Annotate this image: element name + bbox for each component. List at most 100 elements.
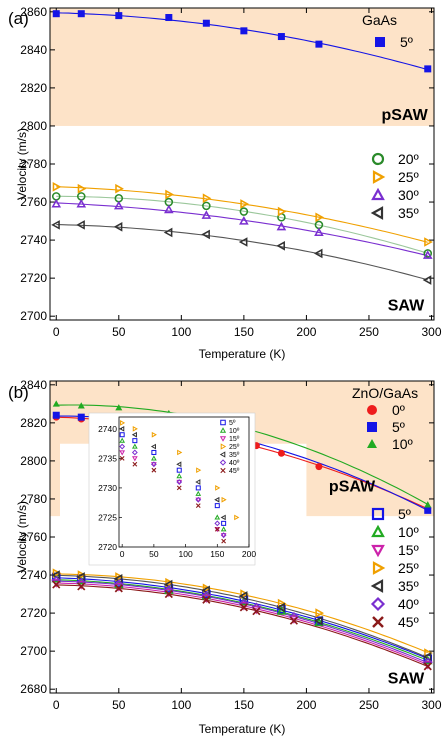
data-point xyxy=(424,506,432,514)
series-0 xyxy=(52,10,432,73)
data-point xyxy=(276,602,285,613)
legend-label: 35º xyxy=(398,578,419,594)
y-tick-label: 2840 xyxy=(20,43,47,57)
data-point xyxy=(113,221,123,232)
inset-data-point xyxy=(195,503,201,509)
data-point xyxy=(115,572,124,582)
inset-legend-label: 15º xyxy=(229,436,240,443)
data-point xyxy=(315,463,323,471)
x-tick-label: 0 xyxy=(53,325,60,339)
inset-data-point xyxy=(119,443,126,450)
y-tick-label: 2800 xyxy=(20,454,47,468)
data-point xyxy=(77,570,87,580)
legend-marker xyxy=(371,544,385,558)
inset-data-point xyxy=(195,496,202,503)
inset-data-point xyxy=(132,443,138,449)
inset-data-point xyxy=(215,485,221,491)
inset-legend-marker xyxy=(220,419,226,426)
inset-data-point xyxy=(132,456,138,462)
annotation-psaw: pSAW xyxy=(381,107,428,124)
legend-title: GaAs xyxy=(362,12,397,28)
data-point xyxy=(52,182,62,192)
data-point xyxy=(277,33,285,41)
x-tick-label: 100 xyxy=(171,698,191,712)
legend-marker xyxy=(370,579,384,593)
inset-x-tick-label: 0 xyxy=(120,549,125,559)
data-point xyxy=(51,198,62,208)
inset-series-0 xyxy=(119,432,227,526)
legend-label: 5º xyxy=(392,419,405,435)
legend-marker xyxy=(371,152,385,166)
x-axis-label: Temperature (K) xyxy=(199,347,286,361)
inset-frame xyxy=(118,416,250,548)
data-point xyxy=(276,240,285,251)
fit-curve-2 xyxy=(56,186,428,243)
data-point xyxy=(239,215,249,225)
inset-y-tick-label: 2725 xyxy=(98,512,117,522)
inset-legend-marker xyxy=(219,459,227,466)
legend-marker xyxy=(370,206,384,220)
x-tick-label: 100 xyxy=(171,325,191,339)
legend-label: 30º xyxy=(398,187,419,203)
data-point xyxy=(289,616,299,625)
data-point xyxy=(202,193,212,204)
legend-marker xyxy=(375,37,385,47)
inset-legend-label: 10º xyxy=(229,428,240,435)
legend-label: 10º xyxy=(398,524,419,540)
legend-marker xyxy=(372,561,386,575)
y-tick-label: 2680 xyxy=(20,682,47,696)
legend-label: 40º xyxy=(398,596,419,612)
inset-x-tick-label: 50 xyxy=(149,549,159,559)
data-point xyxy=(165,577,174,588)
inset-data-point xyxy=(132,461,138,467)
inset-data-point xyxy=(119,425,125,432)
legend-label: 5º xyxy=(400,34,413,50)
legend-label: 35º xyxy=(398,205,419,221)
x-tick-label: 300 xyxy=(421,325,441,339)
x-tick-label: 50 xyxy=(112,325,126,339)
legend-label: 10º xyxy=(392,436,413,452)
inset-data-point xyxy=(220,526,227,532)
inset-data-point xyxy=(151,431,157,438)
legend-marker xyxy=(371,524,385,538)
inset-legend-marker xyxy=(219,436,227,442)
legend-marker xyxy=(367,422,377,432)
inset-data-point xyxy=(176,467,182,473)
y-tick-label: 2700 xyxy=(20,309,47,323)
inset-data-point xyxy=(150,461,157,468)
data-point xyxy=(77,413,85,421)
y-tick-label: 2700 xyxy=(20,644,47,658)
inset-data-point xyxy=(196,467,202,474)
data-point xyxy=(52,568,62,578)
data-point xyxy=(239,603,248,612)
inset-data-point xyxy=(151,455,157,461)
annotation-saw: SAW xyxy=(388,670,425,687)
data-point xyxy=(115,183,124,194)
inset-data-point xyxy=(151,449,157,455)
legend-label: 45º xyxy=(398,614,419,630)
series-2 xyxy=(52,182,433,247)
y-tick-label: 2860 xyxy=(20,5,47,19)
data-point xyxy=(77,10,85,18)
data-point xyxy=(202,19,210,27)
series-3 xyxy=(51,198,433,259)
inset-data-point xyxy=(119,437,126,443)
data-point xyxy=(276,221,287,231)
legend-label: 15º xyxy=(398,542,419,558)
inset-x-tick-label: 150 xyxy=(210,549,224,559)
legend-label: 0º xyxy=(392,402,405,418)
inset-series-6 xyxy=(119,455,227,544)
data-point xyxy=(240,27,248,35)
data-point xyxy=(252,607,261,616)
data-point xyxy=(239,207,249,216)
inset-data-point xyxy=(131,449,138,456)
x-tick-label: 200 xyxy=(296,325,316,339)
fit-curve-4 xyxy=(56,224,428,281)
legend-marker xyxy=(372,616,384,628)
inset-background xyxy=(88,412,256,566)
data-point xyxy=(77,402,85,409)
inset-data-point xyxy=(176,473,183,479)
legend-marker xyxy=(370,596,386,612)
inset-data-point xyxy=(132,438,138,444)
y-tick-label: 2820 xyxy=(20,416,47,430)
